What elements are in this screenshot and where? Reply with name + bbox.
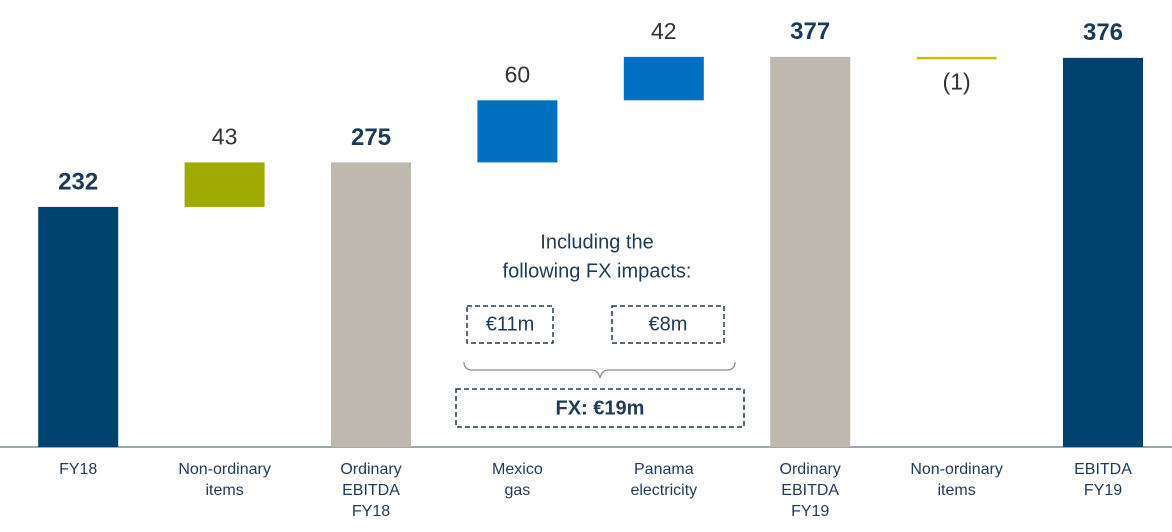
data-label: 43 xyxy=(212,123,238,149)
fx-box xyxy=(611,305,725,344)
bar xyxy=(770,56,851,447)
fx-item: €11m xyxy=(486,313,535,335)
x-tick-label: EBITDA FY19 xyxy=(1074,461,1132,499)
bar xyxy=(184,162,265,207)
data-label: 42 xyxy=(651,18,677,44)
bar xyxy=(916,56,997,60)
fx-item: €8m xyxy=(649,313,688,335)
fx-total: FX: €19m xyxy=(556,397,645,419)
data-label: 377 xyxy=(790,18,830,45)
x-tick-label: Ordinary EBITDA FY19 xyxy=(780,461,841,520)
x-tick-label: Mexico gas xyxy=(492,461,543,499)
data-label: 376 xyxy=(1083,19,1123,46)
x-tick-label: Non-ordinary items xyxy=(178,461,270,499)
fx-box xyxy=(455,388,745,428)
data-label: 232 xyxy=(58,168,98,195)
bar xyxy=(331,162,411,447)
x-tick-label: FY18 xyxy=(59,461,97,478)
annotation: Including the xyxy=(540,231,653,253)
annotation: following FX impacts: xyxy=(503,260,692,282)
bar xyxy=(38,206,119,447)
bar xyxy=(477,100,558,163)
x-tick-label: Non-ordinary items xyxy=(910,461,1002,499)
brace xyxy=(463,361,736,379)
bar xyxy=(1063,57,1143,447)
x-tick-label: Ordinary EBITDA FY18 xyxy=(340,461,401,520)
fx-box xyxy=(466,305,554,344)
data-label: (1) xyxy=(943,68,971,94)
data-label: 60 xyxy=(505,61,531,87)
bar xyxy=(623,56,704,101)
x-tick-label: Panama electricity xyxy=(630,461,697,499)
data-label: 275 xyxy=(351,124,391,151)
